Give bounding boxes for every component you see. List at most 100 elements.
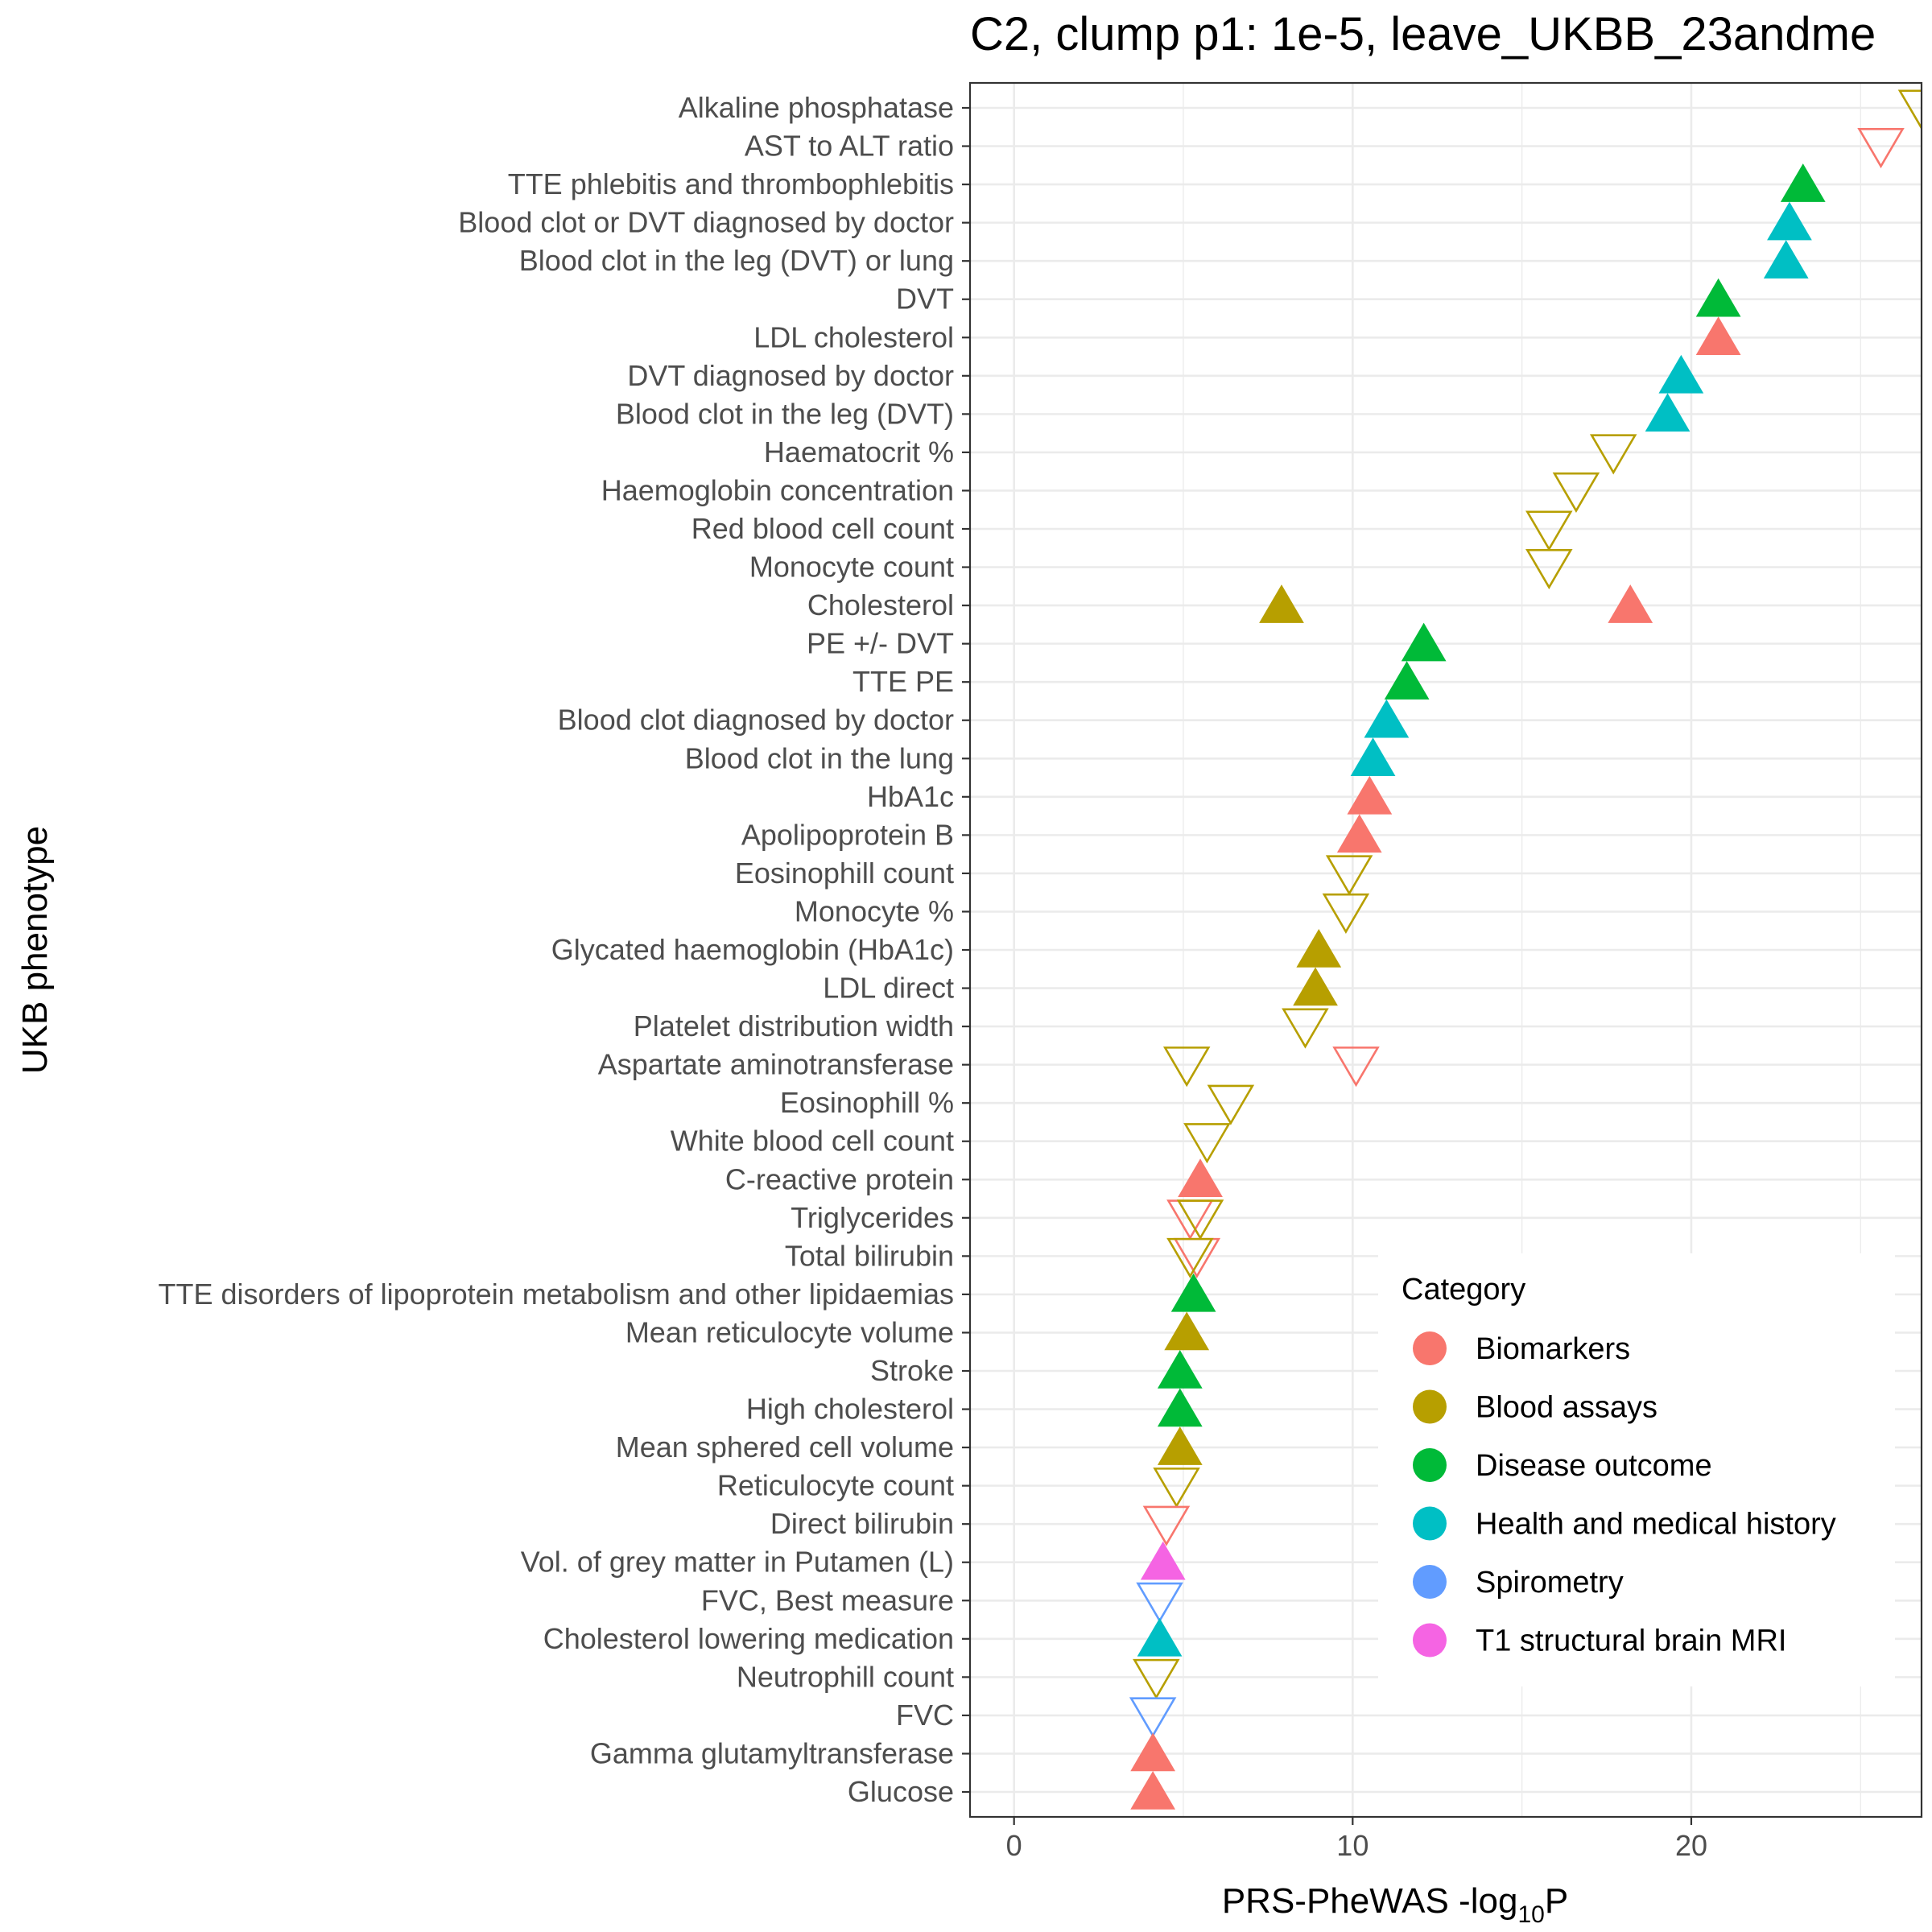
data-point (1857, 127, 1905, 169)
data-point (1133, 1658, 1180, 1699)
y-tick-label: C-reactive protein (725, 1162, 954, 1195)
y-tick-label: Blood clot in the lung (685, 741, 954, 774)
data-point (1142, 1505, 1191, 1546)
legend-label: Health and medical history (1476, 1508, 1836, 1542)
legend-swatch (1413, 1448, 1447, 1482)
y-tick-label: Vol. of grey matter in Putamen (L) (521, 1546, 954, 1579)
legend: Category Biomarkers Blood assays Disease o… (1378, 1253, 1895, 1686)
legend-swatch (1413, 1565, 1447, 1599)
y-tick-label: Monocyte count (749, 551, 954, 584)
data-point (1183, 1123, 1231, 1164)
data-point (1589, 434, 1637, 475)
y-tick-label: TTE disorders of lipoprotein metabolism … (159, 1278, 954, 1311)
x-tick-label: 10 (1336, 1829, 1368, 1862)
data-point (1350, 737, 1396, 777)
data-point (1695, 316, 1741, 356)
data-point (1137, 1617, 1183, 1657)
y-tick-label: Direct bilirubin (770, 1507, 954, 1540)
y-tick-label: Total bilirubin (785, 1239, 954, 1272)
data-point (1347, 775, 1393, 815)
y-tick-label: White blood cell count (671, 1125, 954, 1158)
data-point (1322, 893, 1370, 935)
data-point (1153, 1468, 1200, 1509)
y-tick-label: Monocyte % (795, 894, 954, 927)
y-tick-label: Glucose (848, 1775, 954, 1808)
y-tick-label: Neutrophill count (737, 1660, 954, 1693)
y-tick-label: Mean sphered cell volume (616, 1430, 954, 1463)
x-axis-title: PRS-PheWAS -log10P (1222, 1881, 1568, 1928)
legend-title: Category (1402, 1273, 1525, 1307)
y-tick-label: Mean reticulocyte volume (625, 1315, 954, 1348)
y-axis: Alkaline phosphatase AST to ALT ratio TTE … (159, 91, 970, 1808)
data-point (1645, 393, 1690, 432)
data-point (1332, 1046, 1380, 1088)
y-tick-label: LDL cholesterol (753, 320, 954, 353)
data-point (1293, 967, 1338, 1006)
data-point (1525, 510, 1573, 551)
y-tick-label: Eosinophill count (735, 857, 954, 890)
data-point (1552, 472, 1600, 514)
x-axis: 0 10 20 (1006, 1817, 1707, 1862)
y-tick-label: Eosinophill % (780, 1086, 954, 1119)
data-point (1129, 1697, 1177, 1738)
data-point (1157, 1388, 1203, 1427)
legend-swatch (1413, 1506, 1447, 1541)
y-axis-title: UKB phenotype (15, 826, 55, 1074)
data-point (1136, 1582, 1183, 1623)
data-point (1767, 201, 1812, 241)
data-point (1176, 1199, 1224, 1241)
legend-swatch (1413, 1623, 1447, 1657)
y-tick-label: Apolipoprotein B (741, 818, 954, 851)
y-tick-label: LDL direct (823, 972, 954, 1005)
x-tick-label: 0 (1006, 1829, 1022, 1862)
data-point (1164, 1311, 1210, 1351)
y-tick-label: Reticulocyte count (717, 1469, 954, 1502)
chart-title: C2, clump p1: 1e-5, leave_UKBB_23andme (970, 8, 1876, 60)
y-tick-label: Triglycerides (791, 1201, 954, 1234)
legend-label: Blood assays (1476, 1391, 1657, 1425)
y-tick-label: Blood clot or DVT diagnosed by doctor (458, 206, 954, 239)
y-tick-label: Cholesterol (807, 588, 954, 621)
y-tick-label: Haematocrit % (764, 436, 954, 469)
data-point (1695, 278, 1741, 317)
y-tick-label: PE +/- DVT (807, 627, 954, 660)
y-tick-label: FVC, Best measure (701, 1583, 954, 1616)
legend-swatch (1413, 1389, 1447, 1424)
data-point (1384, 661, 1430, 700)
legend-label: Spirometry (1476, 1566, 1624, 1600)
data-point (1658, 354, 1704, 394)
y-tick-label: Glycated haemoglobin (HbA1c) (551, 933, 954, 966)
data-point (1170, 1273, 1216, 1312)
data-point (1525, 548, 1573, 590)
y-tick-label: TTE phlebitis and thrombophlebitis (508, 167, 954, 200)
y-tick-label: Cholesterol lowering medication (543, 1622, 954, 1655)
data-point (1157, 1426, 1203, 1465)
data-points (1129, 89, 1922, 1810)
data-point (1336, 814, 1382, 853)
data-point (1259, 584, 1304, 623)
data-point (1763, 240, 1809, 279)
y-tick-label: DVT (896, 283, 954, 316)
y-tick-label: Haemoglobin concentration (601, 473, 954, 506)
data-point (1166, 1237, 1214, 1278)
y-tick-label: High cholesterol (746, 1393, 954, 1426)
y-tick-label: Gamma glutamyltransferase (590, 1736, 954, 1769)
legend-swatch (1413, 1331, 1447, 1365)
data-point (1897, 89, 1922, 130)
x-tick-label: 20 (1675, 1829, 1707, 1862)
data-point (1282, 1008, 1329, 1049)
y-tick-label: AST to ALT ratio (745, 130, 954, 163)
data-point (1325, 855, 1373, 896)
data-point (1157, 1350, 1203, 1389)
legend-label: T1 structural brain MRI (1476, 1624, 1786, 1658)
legend-label: Biomarkers (1476, 1332, 1630, 1366)
y-tick-label: Aspartate aminotransferase (598, 1048, 954, 1081)
y-tick-label: Red blood cell count (691, 512, 954, 545)
y-tick-label: Blood clot in the leg (DVT) (616, 397, 954, 430)
y-tick-label: DVT diagnosed by doctor (627, 359, 954, 392)
data-point (1130, 1732, 1176, 1772)
data-point (1401, 622, 1447, 662)
y-tick-label: HbA1c (867, 780, 954, 813)
y-tick-label: Alkaline phosphatase (679, 91, 954, 124)
